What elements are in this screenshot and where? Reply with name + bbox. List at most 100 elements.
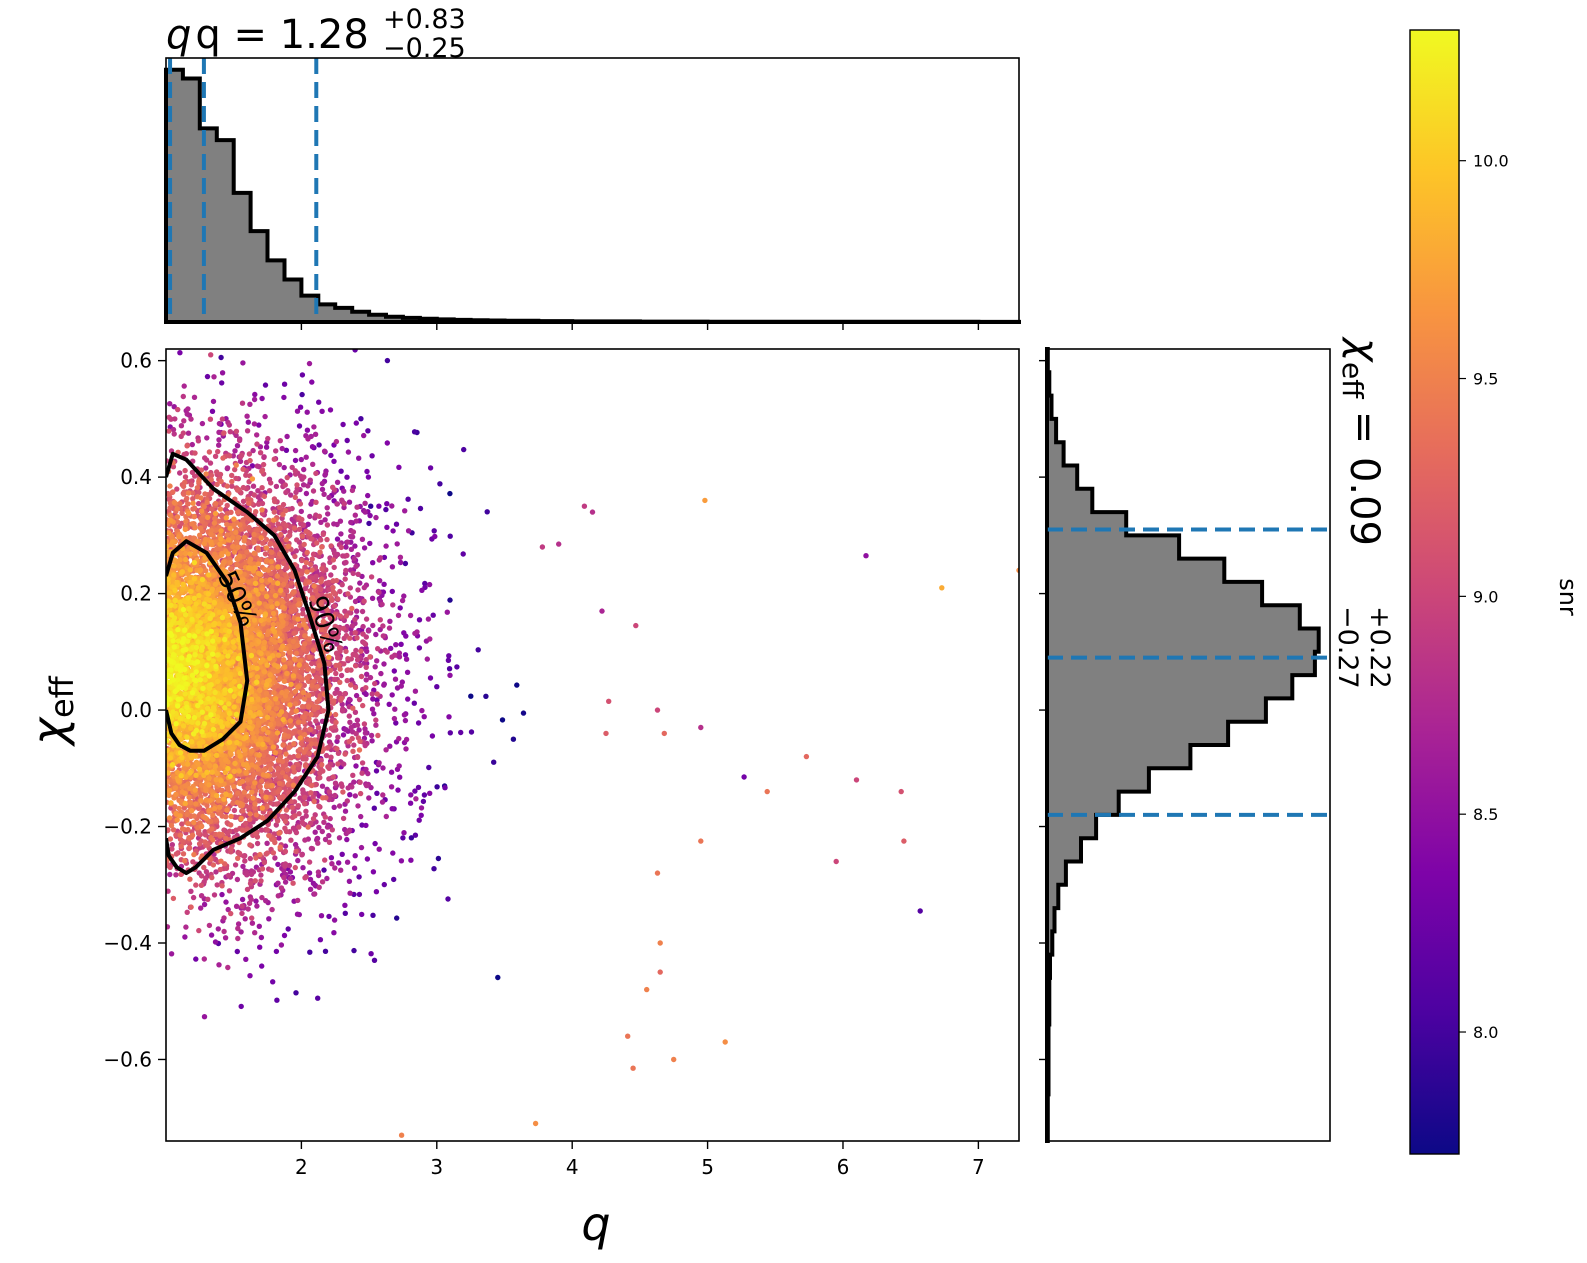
- scatter-point: [233, 428, 240, 434]
- scatter-point: [195, 500, 202, 507]
- scatter-point: [363, 677, 369, 683]
- scatter-point: [384, 440, 390, 446]
- scatter-point: [309, 782, 315, 789]
- scatter-point: [335, 750, 342, 756]
- scatter-point: [334, 746, 340, 752]
- scatter-point: [206, 449, 213, 455]
- scatter-point: [345, 667, 351, 673]
- scatter-point: [182, 479, 188, 486]
- scatter-point: [245, 419, 251, 425]
- scatter-point: [219, 370, 226, 376]
- scatter-point: [326, 494, 332, 501]
- scatter-point: [420, 798, 427, 805]
- scatter-point: [281, 727, 287, 733]
- scatter-point: [236, 850, 243, 856]
- scatter-point: [319, 828, 325, 835]
- scatter-point: [234, 487, 241, 493]
- scatter-point: [279, 813, 285, 820]
- scatter-point: [353, 420, 359, 426]
- scatter-point: [411, 429, 418, 435]
- scatter-point: [348, 682, 354, 688]
- scatter-point: [345, 829, 352, 835]
- scatter-point: [333, 662, 339, 669]
- scatter-point: [320, 795, 326, 801]
- scatter-point: [376, 846, 382, 852]
- scatter-point: [283, 807, 290, 813]
- scatter-point: [336, 835, 343, 841]
- scatter-point: [363, 664, 369, 670]
- scatter-point: [306, 870, 313, 876]
- scatter-point: [331, 930, 337, 936]
- scatter-point: [292, 668, 298, 674]
- scatter-point: [320, 708, 326, 714]
- scatter-point: [255, 545, 261, 551]
- scatter-point: [344, 798, 350, 804]
- scatter-point: [320, 531, 326, 537]
- scatter-point: [169, 842, 175, 848]
- scatter-point: [196, 927, 202, 934]
- scatter-point: [343, 613, 349, 619]
- scatter-point: [340, 789, 346, 795]
- scatter-point: [350, 529, 357, 535]
- scatter-point: [303, 528, 309, 534]
- scatter-point: [316, 884, 322, 890]
- scatter-point: [308, 741, 315, 747]
- scatter-point: [237, 458, 244, 465]
- scatter-point: [178, 843, 184, 849]
- scatter-point: [326, 732, 332, 738]
- scatter-point: [313, 499, 319, 505]
- scatter-point: [377, 578, 383, 584]
- scatter-point: [335, 734, 341, 740]
- scatter-point: [221, 915, 227, 921]
- scatter-point: [258, 934, 265, 941]
- scatter-point: [239, 400, 246, 406]
- scatter-point: [287, 875, 294, 882]
- scatter-point: [354, 504, 360, 510]
- scatter-point: [319, 544, 325, 550]
- scatter-point: [269, 906, 275, 913]
- scatter-point: [273, 822, 279, 828]
- scatter-point: [234, 876, 241, 883]
- scatter-point: [390, 528, 396, 534]
- scatter-point: [392, 706, 398, 712]
- scatter-point: [343, 544, 349, 550]
- scatter-point: [209, 826, 215, 832]
- scatter-point: [182, 934, 188, 940]
- scatter-point: [330, 774, 336, 780]
- scatter-point: [354, 608, 360, 614]
- scatter-point: [358, 673, 365, 680]
- scatter-point: [380, 633, 386, 639]
- scatter-point: [357, 790, 364, 797]
- scatter-point: [310, 488, 317, 494]
- scatter-point: [427, 675, 434, 681]
- scatter-point: [310, 647, 317, 653]
- scatter-point: [315, 995, 321, 1001]
- scatter-point: [240, 466, 246, 472]
- scatter-point: [360, 631, 366, 637]
- scatter-point: [254, 903, 260, 909]
- scatter-point: [255, 501, 262, 507]
- scatter-point: [191, 813, 197, 819]
- scatter-point: [280, 581, 287, 587]
- scatter-point: [170, 426, 177, 433]
- scatter-point: [332, 780, 339, 786]
- scatter-point: [292, 468, 298, 474]
- scatter-point: [294, 642, 301, 649]
- scatter-point: [306, 636, 312, 642]
- scatter-point: [226, 422, 232, 428]
- scatter-point: [430, 612, 436, 618]
- scatter-point: [402, 717, 409, 724]
- scatter-point: [326, 913, 332, 920]
- scatter-point: [247, 816, 253, 823]
- q-marginal-ticks: [300, 322, 980, 330]
- scatter-point: [242, 916, 248, 922]
- scatter-point: [287, 869, 294, 875]
- scatter-point: [222, 935, 229, 941]
- scatter-point: [181, 418, 187, 424]
- scatter-point: [407, 612, 414, 619]
- scatter-point: [213, 869, 219, 875]
- scatter-point: [196, 841, 203, 847]
- scatter-point: [446, 666, 453, 672]
- scatter-point: [209, 874, 215, 881]
- scatter-point: [389, 806, 395, 812]
